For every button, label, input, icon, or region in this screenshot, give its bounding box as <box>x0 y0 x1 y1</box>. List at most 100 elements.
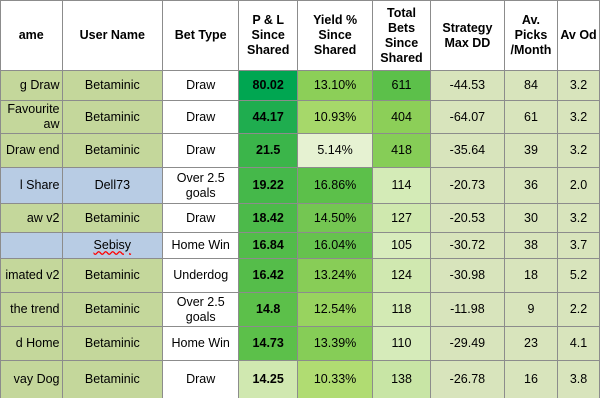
total-bets: 124 <box>372 258 431 293</box>
max-dd: -30.72 <box>429 232 505 259</box>
header-avg-picks: Av. Picks /Month <box>503 0 559 71</box>
avg-picks: 36 <box>503 167 559 204</box>
max-dd: -20.73 <box>429 167 505 204</box>
total-bets: 118 <box>372 292 431 327</box>
strategy-name: d Home <box>0 326 63 361</box>
header-max-dd: Strategy Max DD <box>429 0 505 71</box>
max-dd: -29.49 <box>429 326 505 361</box>
total-bets: 611 <box>372 70 431 101</box>
pl: 14.73 <box>238 326 299 361</box>
pl: 14.25 <box>238 360 299 398</box>
yield: 10.33% <box>297 360 374 398</box>
bet-type: Draw <box>162 133 240 168</box>
pl: 80.02 <box>238 70 299 101</box>
avg-odds: 2.2 <box>557 292 600 327</box>
yield: 10.93% <box>297 100 374 134</box>
header-bet-type: Bet Type <box>162 0 240 71</box>
yield: 16.04% <box>297 232 374 259</box>
row: imated v2 Betaminic Underdog 16.42 13.24% 124… <box>0 258 600 293</box>
bet-type: Underdog <box>162 258 240 293</box>
row: Draw end Betaminic Draw 21.5 5.14% 418 -35.64 3… <box>0 133 600 168</box>
strategy-name: aw v2 <box>0 203 63 233</box>
avg-odds: 5.2 <box>557 258 600 293</box>
user-name: Dell73 <box>61 167 164 204</box>
total-bets: 110 <box>372 326 431 361</box>
header-pl: P & L Since Shared <box>238 0 299 71</box>
avg-picks: 38 <box>503 232 559 259</box>
avg-picks: 39 <box>503 133 559 168</box>
user-name: Betaminic <box>61 70 164 101</box>
user-name: Betaminic <box>61 326 164 361</box>
yield: 16.86% <box>297 167 374 204</box>
avg-picks: 23 <box>503 326 559 361</box>
max-dd: -26.78 <box>429 360 505 398</box>
user-name: Betaminic <box>61 292 164 327</box>
avg-odds: 3.2 <box>557 70 600 101</box>
bet-type: Over 2.5 goals <box>162 292 240 327</box>
header-yield: Yield % Since Shared <box>297 0 374 71</box>
row: d Home Betaminic Home Win 14.73 13.39% 110 -29… <box>0 326 600 361</box>
avg-picks: 30 <box>503 203 559 233</box>
pl: 44.17 <box>238 100 299 134</box>
bet-type: Home Win <box>162 326 240 361</box>
total-bets: 127 <box>372 203 431 233</box>
max-dd: -20.53 <box>429 203 505 233</box>
total-bets: 418 <box>372 133 431 168</box>
avg-odds: 2.0 <box>557 167 600 204</box>
yield: 5.14% <box>297 133 374 168</box>
pl: 19.22 <box>238 167 299 204</box>
table-body: g Draw Betaminic Draw 80.02 13.10% 611 -44.53 8… <box>0 70 600 398</box>
total-bets: 138 <box>372 360 431 398</box>
yield: 13.10% <box>297 70 374 101</box>
avg-odds: 3.2 <box>557 203 600 233</box>
header-user-name: User Name <box>61 0 164 71</box>
max-dd: -11.98 <box>429 292 505 327</box>
strategy-name: l Share <box>0 167 63 204</box>
header-row: ame User Name Bet Type P & L Since Shared Yi… <box>0 0 600 71</box>
header-total-bets: Total Bets Since Shared <box>372 0 431 71</box>
row: the trend Betaminic Over 2.5 goals 14.8 12.5… <box>0 292 600 327</box>
strategy-name: imated v2 <box>0 258 63 293</box>
user-name: Betaminic <box>61 360 164 398</box>
yield: 12.54% <box>297 292 374 327</box>
bet-type: Draw <box>162 70 240 101</box>
bet-type: Draw <box>162 100 240 134</box>
strategy-name: the trend <box>0 292 63 327</box>
avg-odds: 4.1 <box>557 326 600 361</box>
strategy-name: vay Dog <box>0 360 63 398</box>
total-bets: 114 <box>372 167 431 204</box>
row: Sebisy Home Win 16.84 16.04% 105 -30.72 38 3.7 <box>0 232 600 259</box>
user-name: Betaminic <box>61 100 164 134</box>
strategy-name: Favourite aw <box>0 100 63 134</box>
avg-picks: 9 <box>503 292 559 327</box>
bet-type: Home Win <box>162 232 240 259</box>
strategy-name: Draw end <box>0 133 63 168</box>
avg-odds: 3.2 <box>557 133 600 168</box>
row: Favourite aw Betaminic Draw 44.17 10.93% 404-… <box>0 100 600 134</box>
max-dd: -35.64 <box>429 133 505 168</box>
user-name: Betaminic <box>61 203 164 233</box>
user-name: Betaminic <box>61 133 164 168</box>
bet-type: Draw <box>162 203 240 233</box>
header-strategy-name: ame <box>0 0 63 71</box>
yield: 13.24% <box>297 258 374 293</box>
max-dd: -44.53 <box>429 70 505 101</box>
total-bets: 105 <box>372 232 431 259</box>
avg-picks: 84 <box>503 70 559 101</box>
max-dd: -30.98 <box>429 258 505 293</box>
pl: 18.42 <box>238 203 299 233</box>
avg-odds: 3.7 <box>557 232 600 259</box>
pl: 21.5 <box>238 133 299 168</box>
row: vay Dog Betaminic Draw 14.25 10.33% 138 -26.78… <box>0 360 600 398</box>
pl: 16.84 <box>238 232 299 259</box>
yield: 14.50% <box>297 203 374 233</box>
pl: 16.42 <box>238 258 299 293</box>
yield: 13.39% <box>297 326 374 361</box>
user-name: Sebisy <box>61 232 164 259</box>
strategy-name <box>0 232 63 259</box>
row: g Draw Betaminic Draw 80.02 13.10% 611 -44.53 8… <box>0 70 600 101</box>
user-name: Betaminic <box>61 258 164 293</box>
